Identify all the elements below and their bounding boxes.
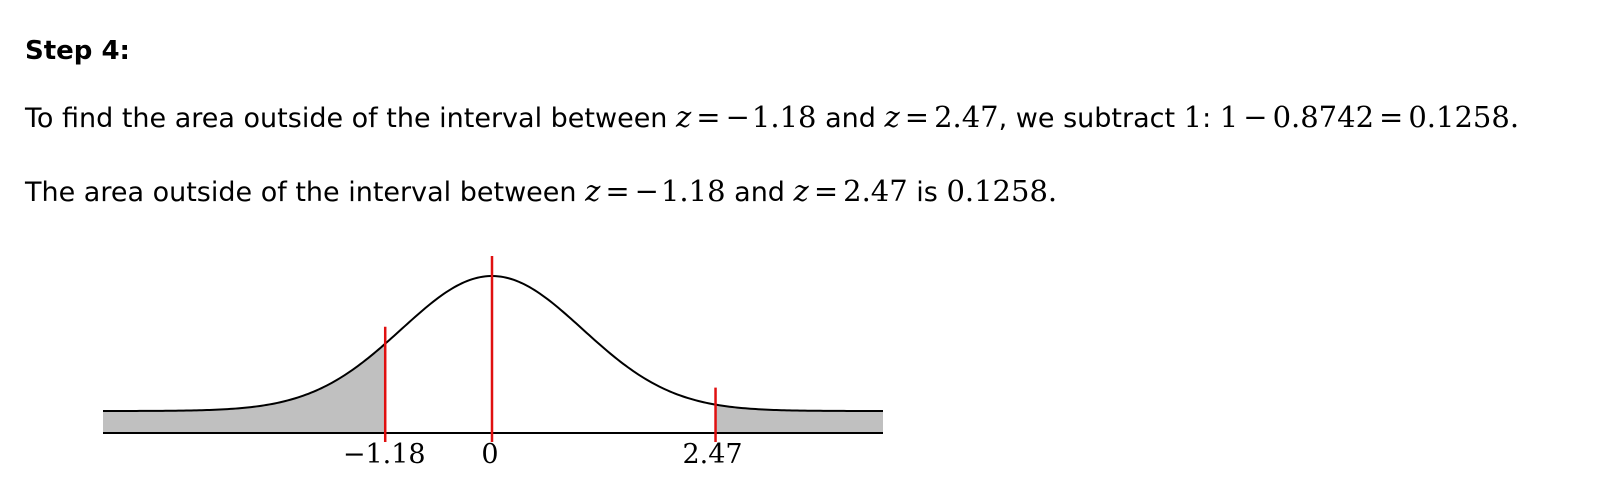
sentence2-text-1: The area outside of the interval between [25,177,586,208]
z-variable: z [676,100,692,134]
tick-label-center: 0 [481,439,498,470]
sentence2-text-2: and [725,177,794,208]
result-value: 0.1258 [1408,100,1510,134]
equals-sign: = [904,100,930,134]
z-variable: z [793,174,809,208]
negative-sign: − [634,174,659,208]
z-low-value: 1.18 [751,100,817,134]
z-high-value: 2.47 [934,100,999,134]
sentence1-text-3: , we subtract [998,103,1184,134]
colon: : [1202,103,1220,134]
equals-sign: = [696,100,721,134]
z-variable: z [585,174,601,208]
equals-sign: = [1379,100,1404,134]
sentence1-text-1: To find the area outside of the interval… [25,103,677,134]
period: . [1509,100,1520,134]
equals-sign: = [605,174,630,208]
left-tail-shaded-area [103,343,386,433]
result-value: 0.1258 [946,174,1048,208]
one-value: 1 [1183,100,1203,134]
z-variable: z [884,100,900,134]
sentence2-text-3: is [907,177,947,208]
explanation-sentence: To find the area outside of the interval… [25,98,1519,138]
equals-sign: = [813,174,839,208]
tick-label-right: 2.47 [682,439,742,470]
period: . [1047,174,1058,208]
conclusion-sentence: The area outside of the interval between… [25,172,1057,212]
tick-label-left: −1.18 [343,439,426,470]
z-low-value: 1.18 [660,174,726,208]
area-between-value: 0.8742 [1272,100,1375,134]
sentence1-text-2: and [816,103,885,134]
negative-sign: − [725,100,750,134]
z-high-value: 2.47 [843,174,908,208]
minus-sign: − [1243,100,1268,134]
step-heading: Step 4: [25,36,130,66]
one-value-expression: 1 [1219,100,1239,134]
